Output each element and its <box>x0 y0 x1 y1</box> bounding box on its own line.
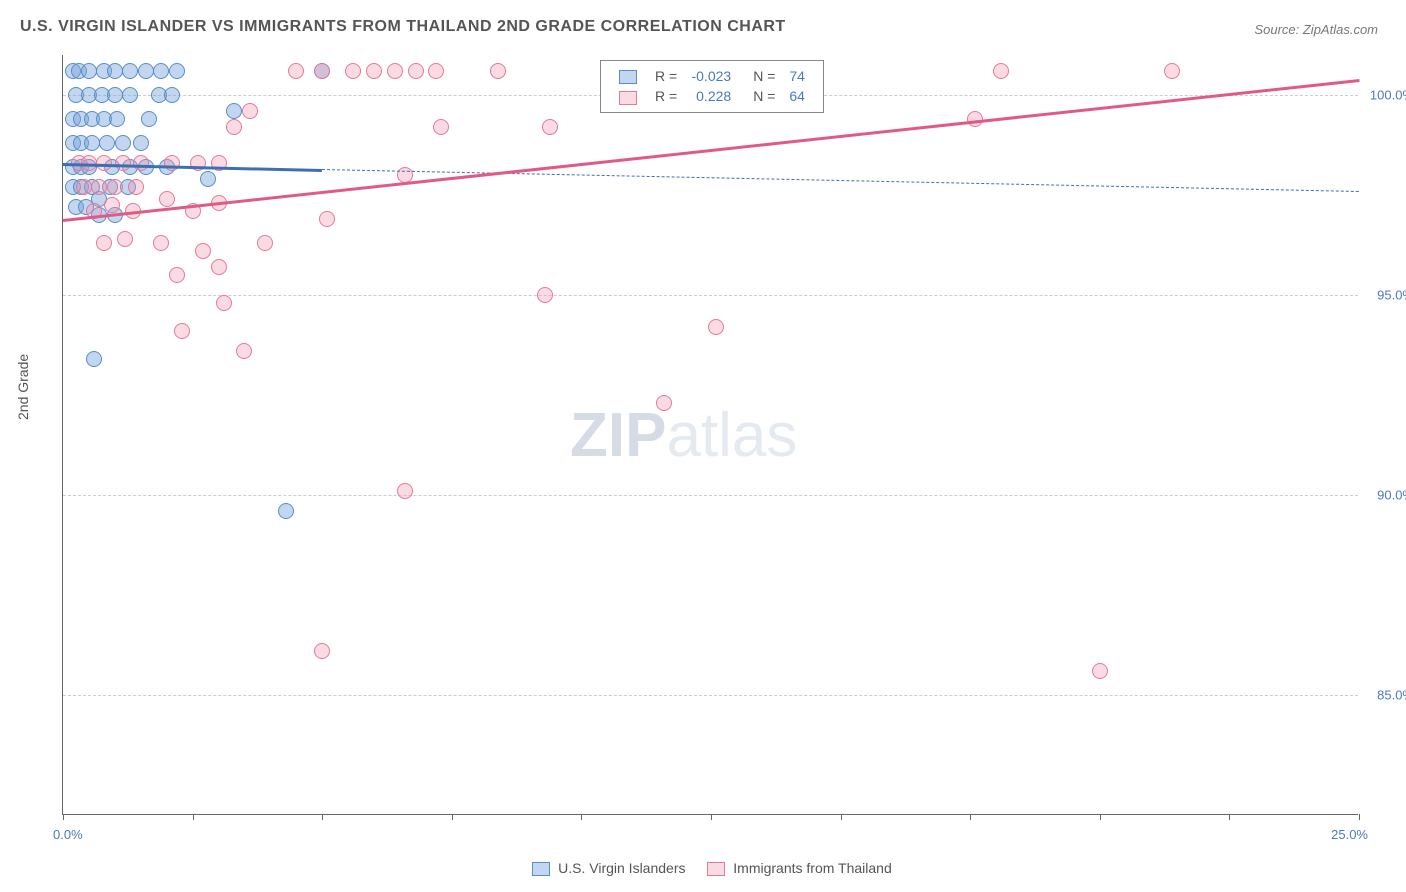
scatter-point <box>542 119 558 135</box>
x-tick-mark <box>970 814 971 820</box>
scatter-point <box>288 63 304 79</box>
correlation-legend: R =-0.023N =74 R =0.228N =64 <box>600 60 824 113</box>
scatter-point <box>169 63 185 79</box>
scatter-point <box>107 87 123 103</box>
legend-swatch <box>707 862 725 876</box>
x-tick-mark <box>63 814 64 820</box>
scatter-point <box>537 287 553 303</box>
scatter-point <box>133 155 149 171</box>
scatter-point <box>211 259 227 275</box>
scatter-point <box>115 155 131 171</box>
scatter-point <box>200 171 216 187</box>
scatter-point <box>107 63 123 79</box>
scatter-point <box>433 119 449 135</box>
scatter-point <box>226 103 242 119</box>
gridline <box>63 495 1358 496</box>
scatter-point <box>159 191 175 207</box>
scatter-point <box>122 87 138 103</box>
scatter-point <box>117 231 133 247</box>
x-tick-mark <box>841 814 842 820</box>
scatter-point <box>366 63 382 79</box>
scatter-point <box>345 63 361 79</box>
chart-title: U.S. VIRGIN ISLANDER VS IMMIGRANTS FROM … <box>20 18 786 36</box>
scatter-point <box>1092 663 1108 679</box>
gridline <box>63 695 1358 696</box>
scatter-point <box>109 111 125 127</box>
y-axis-label: 2nd Grade <box>15 354 31 420</box>
y-tick-label: 100.0% <box>1370 88 1406 103</box>
scatter-point <box>153 63 169 79</box>
scatter-point <box>133 135 149 151</box>
scatter-point <box>76 179 92 195</box>
scatter-point <box>993 63 1009 79</box>
scatter-point <box>257 235 273 251</box>
x-tick-mark <box>322 814 323 820</box>
scatter-point <box>236 343 252 359</box>
x-tick-mark <box>711 814 712 820</box>
scatter-plot-area: 0.0% 25.0% 85.0%90.0%95.0%100.0% <box>62 55 1358 815</box>
legend-label: U.S. Virgin Islanders <box>554 860 689 876</box>
x-tick-mark <box>581 814 582 820</box>
scatter-point <box>91 179 107 195</box>
scatter-point <box>141 111 157 127</box>
x-tick-mark <box>452 814 453 820</box>
chart-source: Source: ZipAtlas.com <box>1254 22 1378 37</box>
legend-label: Immigrants from Thailand <box>729 860 891 876</box>
scatter-point <box>226 119 242 135</box>
scatter-point <box>169 267 185 283</box>
regression-line <box>322 169 1359 192</box>
scatter-point <box>490 63 506 79</box>
scatter-point <box>397 483 413 499</box>
x-tick-mark <box>1100 814 1101 820</box>
series-legend: U.S. Virgin Islanders Immigrants from Th… <box>0 860 1406 876</box>
scatter-point <box>138 63 154 79</box>
scatter-point <box>115 135 131 151</box>
legend-row: R =-0.023N =74 <box>613 67 811 85</box>
x-tick-mark <box>1229 814 1230 820</box>
scatter-point <box>314 63 330 79</box>
scatter-point <box>122 63 138 79</box>
scatter-point <box>408 63 424 79</box>
x-axis-max-label: 25.0% <box>1331 827 1368 842</box>
scatter-point <box>86 351 102 367</box>
scatter-point <box>81 63 97 79</box>
scatter-point <box>84 135 100 151</box>
gridline <box>63 295 1358 296</box>
x-tick-mark <box>193 814 194 820</box>
legend-row: R =0.228N =64 <box>613 87 811 105</box>
scatter-point <box>1164 63 1180 79</box>
scatter-point <box>387 63 403 79</box>
x-tick-mark <box>1359 814 1360 820</box>
scatter-point <box>708 319 724 335</box>
y-tick-label: 95.0% <box>1377 288 1406 303</box>
legend-swatch <box>532 862 550 876</box>
scatter-point <box>195 243 211 259</box>
scatter-point <box>278 503 294 519</box>
scatter-point <box>107 179 123 195</box>
y-tick-label: 90.0% <box>1377 488 1406 503</box>
scatter-point <box>164 87 180 103</box>
scatter-point <box>428 63 444 79</box>
scatter-point <box>314 643 330 659</box>
scatter-point <box>242 103 258 119</box>
scatter-point <box>128 179 144 195</box>
scatter-point <box>216 295 232 311</box>
scatter-point <box>319 211 335 227</box>
scatter-point <box>656 395 672 411</box>
scatter-point <box>104 197 120 213</box>
scatter-point <box>153 235 169 251</box>
x-axis-min-label: 0.0% <box>53 827 83 842</box>
y-tick-label: 85.0% <box>1377 688 1406 703</box>
scatter-point <box>96 235 112 251</box>
scatter-point <box>174 323 190 339</box>
scatter-point <box>99 135 115 151</box>
